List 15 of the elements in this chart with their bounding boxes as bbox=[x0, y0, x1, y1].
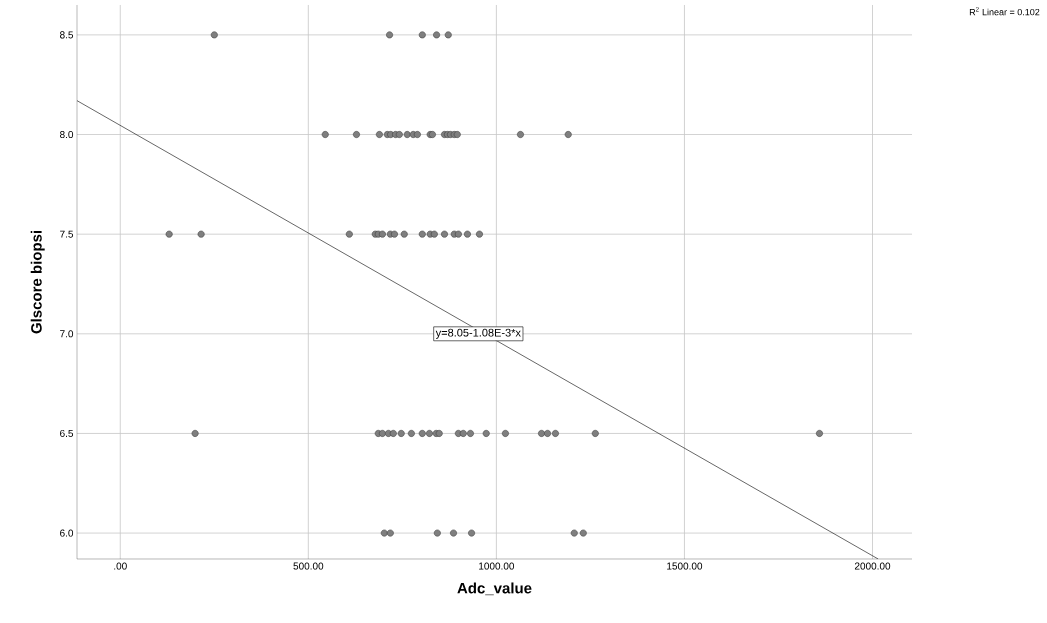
y-tick-label: 8.0 bbox=[60, 130, 74, 139]
y-tick-label: 6.5 bbox=[60, 429, 74, 437]
x-tick-label: 2000.00 bbox=[854, 562, 891, 570]
x-tick-label: 1000.00 bbox=[479, 562, 515, 570]
x-tick-label: .00 bbox=[114, 562, 127, 570]
x-tick-label: 1500.00 bbox=[667, 562, 703, 570]
text: R$^{2}$ Linear = 0.102 bbox=[969, 7, 1040, 16]
y-tick-label: 7.5 bbox=[60, 230, 74, 238]
x-tick-label: 500.00 bbox=[293, 562, 324, 570]
y-axis-title: Glscore biopsi bbox=[30, 230, 45, 334]
y-tick-label: 6.0 bbox=[60, 529, 74, 537]
y-tick-label: 7.0 bbox=[60, 330, 74, 338]
x-axis-title: Adc_value bbox=[457, 582, 532, 596]
annotation: y=8.05-1.08E-3*x bbox=[435, 328, 521, 339]
y-tick-label: 8.5 bbox=[60, 31, 74, 39]
